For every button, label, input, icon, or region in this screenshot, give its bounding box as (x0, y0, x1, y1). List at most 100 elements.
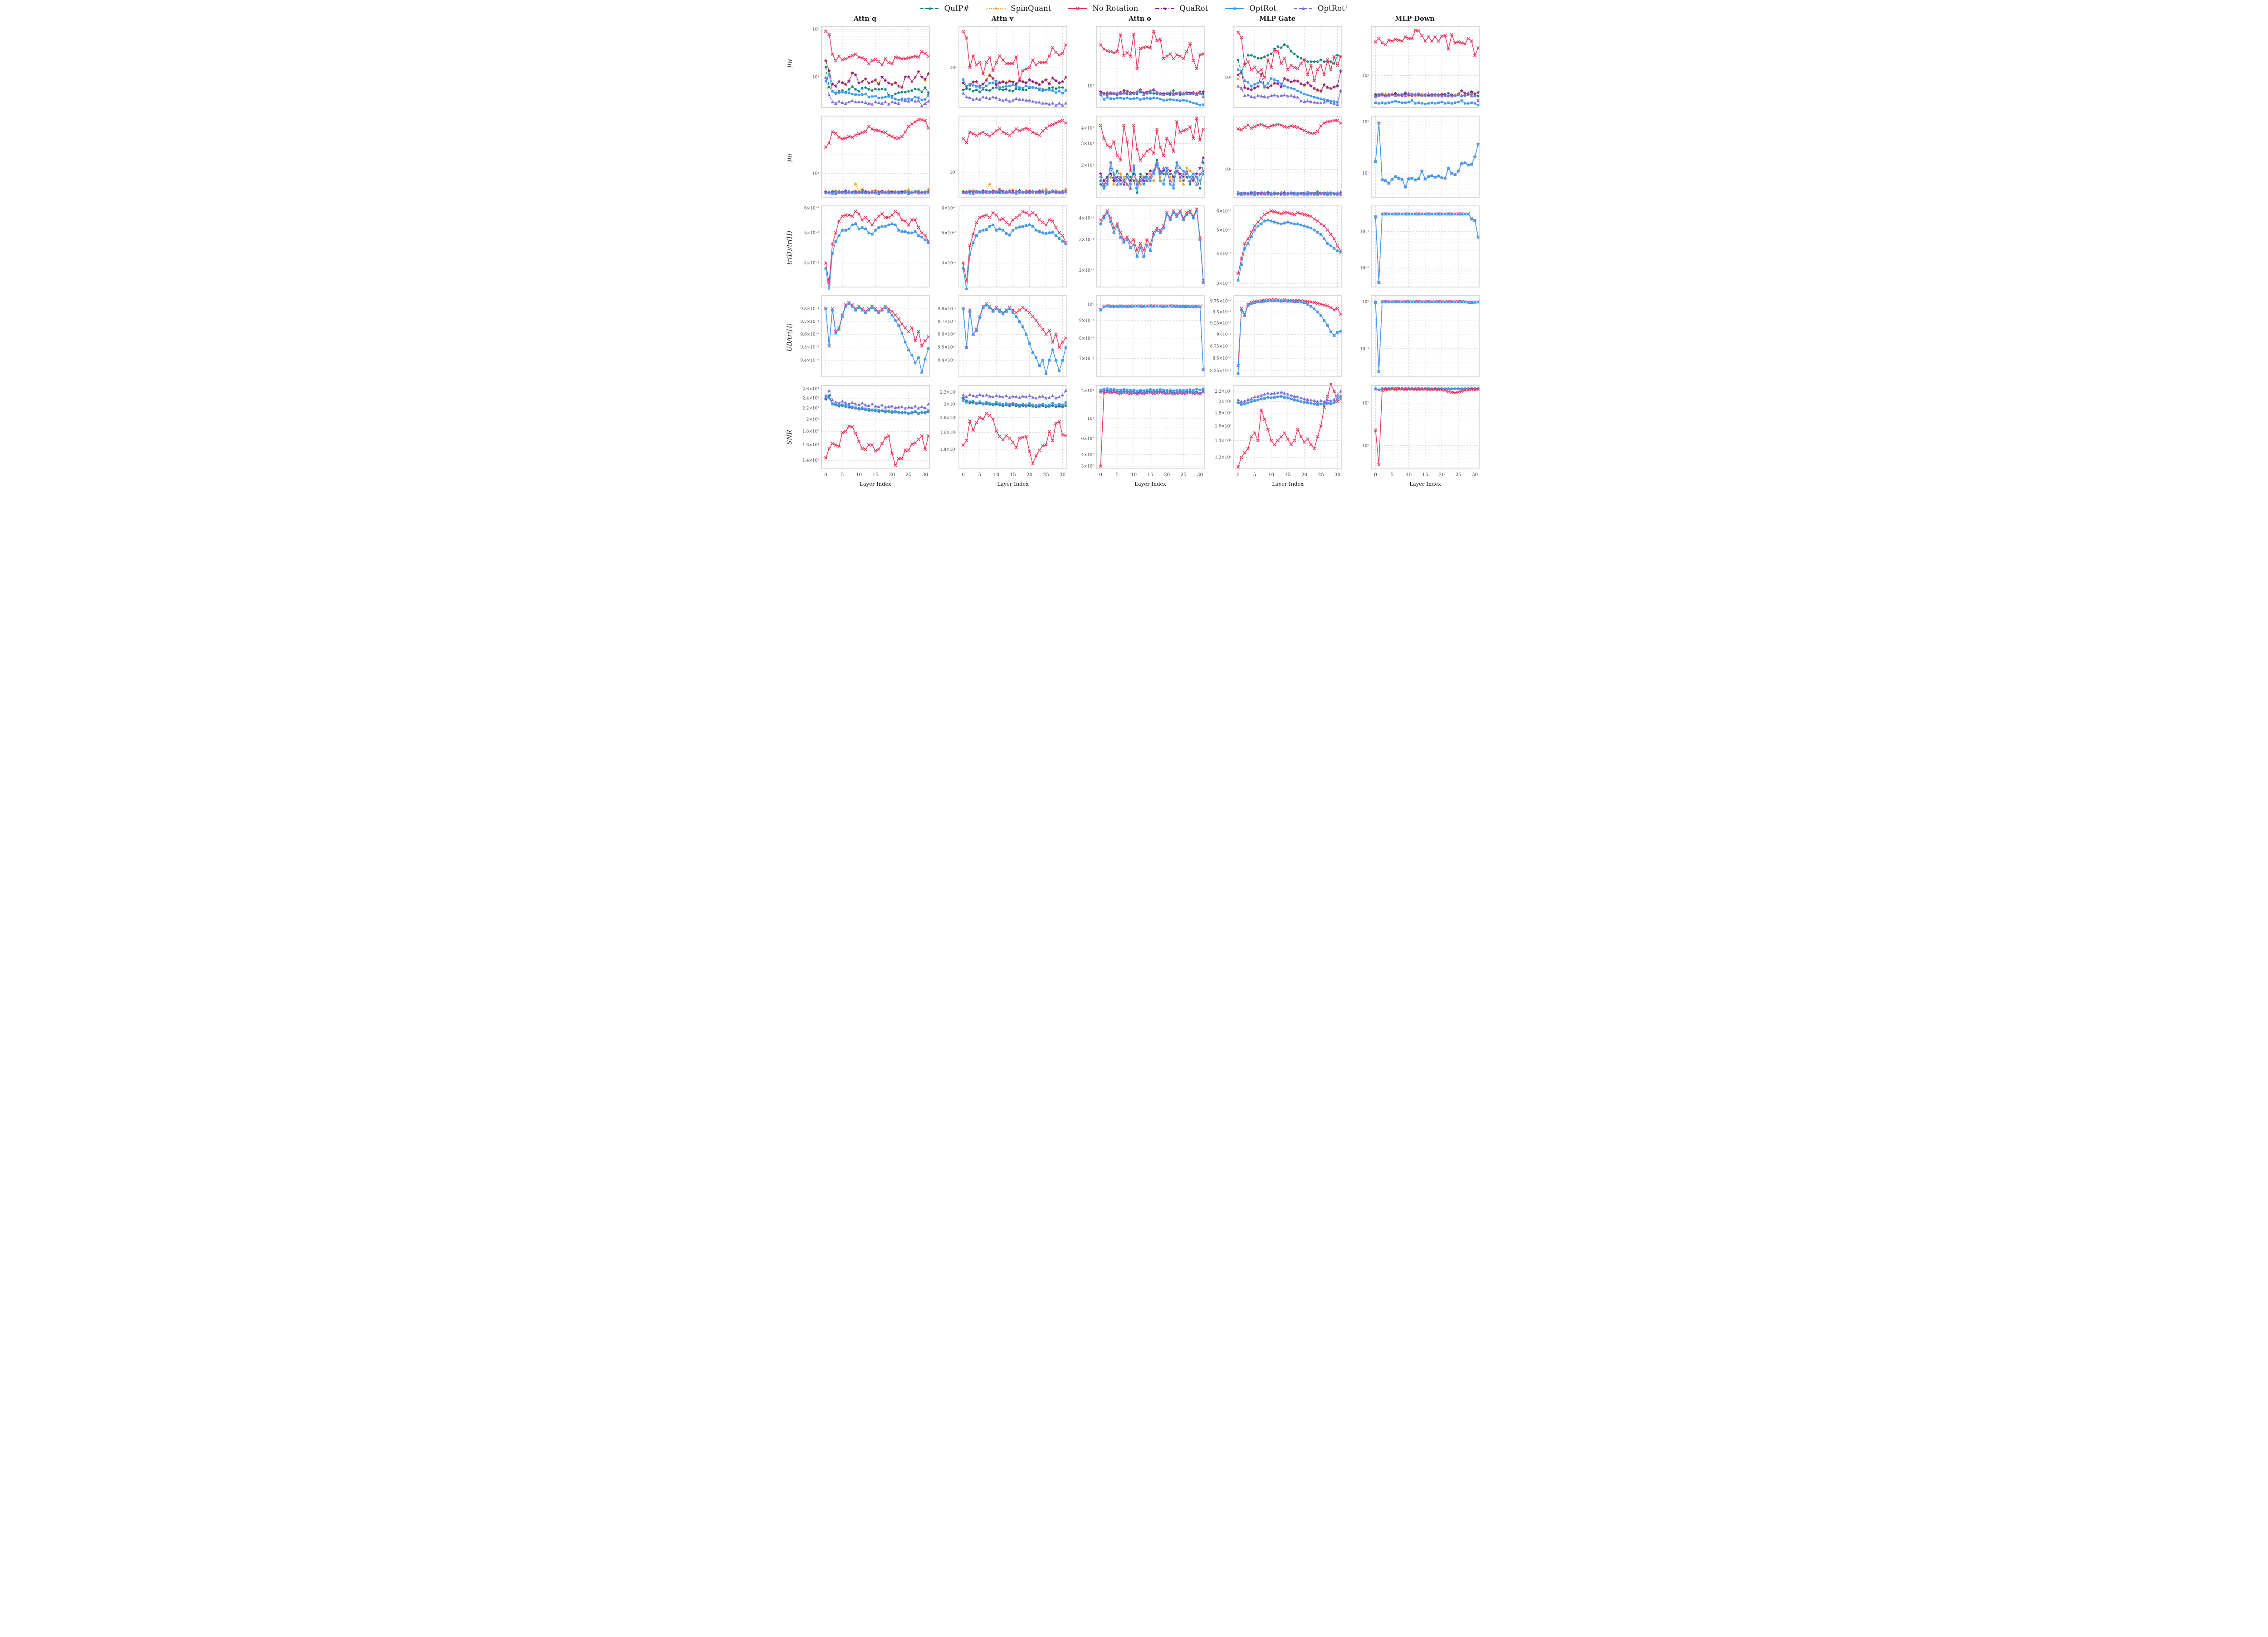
chart-attn-q-snr: 1.4×10¹ 1.6×10¹ 1.8×10¹ 2×10¹ 2.2×10¹ 2.4×10¹… (796, 383, 933, 490)
y-tick-label: 10² (1362, 120, 1369, 125)
chart-attn-q-trd-trh: 4×10⁻¹ 5×10⁻¹ 6×10⁻¹ (796, 203, 933, 293)
axes-frame (821, 205, 930, 287)
plot-background (796, 383, 933, 490)
x-tick-label: 10 (1268, 472, 1274, 477)
series-markers-OptRot (1237, 68, 1342, 104)
subplot-mlp-gate-snr: 1.2×10¹ 1.4×10¹ 1.6×10¹ 1.8×10¹ 2×10¹ 2.2×10¹… (1208, 382, 1346, 492)
legend-label-no-rotation: No Rotation (1092, 4, 1139, 13)
series-markers-OptRot (1099, 93, 1204, 107)
subplot-attn-v-snr: 1.4×10¹ 1.6×10¹ 1.8×10¹ 2×10¹ 2.2×10¹ 0 5 10 15 2… (934, 383, 1071, 492)
y-tick-label: 4×10⁻¹ (1079, 216, 1094, 221)
plot-background (1346, 24, 1482, 111)
plot-background (1346, 293, 1482, 380)
row-label-mu-h: μH (786, 154, 793, 162)
subplot-mlp-gate-mu-w: MLP Gate 10¹ (1208, 14, 1346, 112)
plot-background (934, 383, 1070, 490)
chart-attn-o-mu-h: 2×10¹ 3×10¹ 4×10¹ (1071, 113, 1207, 200)
y-tick-label: 2.2×10¹ (940, 390, 957, 395)
axes-frame (1095, 385, 1205, 469)
series-line-OptRot⁺ (1100, 161, 1203, 190)
x-tick-label: 5 (1115, 472, 1119, 477)
y-tick-label: 6×10⁻¹ (1216, 209, 1231, 214)
plot-background (934, 203, 1070, 290)
subplot-mlp-gate-ub-trh: 8.25×10⁻¹ 8.5×10⁻¹ 8.75×10⁻¹ 9×10⁻¹ 9.25×10⁻… (1208, 293, 1346, 382)
y-tick-label: 1.4×10¹ (940, 448, 957, 452)
row-label-ub-trh: UB/tr(H) (786, 323, 793, 352)
subplot-mlp-down-mu-w: MLP Down 10¹ (1346, 14, 1484, 112)
y-tick-label: 2.6×10¹ (802, 387, 819, 392)
series-line-OptRot⁺ (1100, 88, 1203, 97)
chart-mlp-gate-mu-w: 10¹ (1208, 24, 1345, 111)
row-label-trd-trh: tr(D)/tr(H) (786, 230, 793, 265)
axes-frame (958, 116, 1067, 198)
x-tick-label: 30 (1059, 472, 1065, 477)
series-markers-OptRot (1099, 387, 1204, 392)
subplot-attn-v-ub-trh: 9.4×10⁻¹ 9.5×10⁻¹ 9.6×10⁻¹ 9.7×10⁻¹ 9.8×10⁻¹ (934, 293, 1071, 382)
row-label-snr: SNR (786, 429, 793, 445)
subplot-attn-o-ub-trh: 10⁰ 9×10⁻¹ 8×10⁻¹ 7×10⁻¹ (1071, 293, 1209, 382)
y-tick-label: 10¹ (812, 171, 819, 176)
y-tick-label: 1.6×10¹ (940, 431, 957, 435)
y-tick-label: 1.8×10¹ (802, 429, 819, 434)
axes-frame (1370, 295, 1480, 377)
y-tick-label: 10¹ (812, 75, 819, 80)
x-tick-label: 10 (1405, 472, 1411, 477)
chart-attn-q-mu-w: 10¹ 10² (796, 24, 933, 111)
column-title-attn-v: Attn v (991, 15, 1014, 23)
series-markers-OptRot (1374, 122, 1479, 188)
y-tick-label: 7×10⁻¹ (1079, 357, 1094, 361)
x-tick-label: 25 (905, 472, 911, 477)
plot-background (1208, 24, 1345, 111)
axes-frame (1370, 205, 1480, 287)
subplot-mlp-down-snr: 10¹ 10⁰ 0 5 10 15 20 25 30 Layer Index (1346, 383, 1484, 492)
chart-mlp-down-ub-trh: 10⁰ 10⁻¹ (1346, 293, 1482, 380)
y-tick-label: 1.8×10¹ (940, 416, 957, 420)
series-markers-OptRot⁺ (1236, 389, 1342, 403)
x-tick-label: 0 (1374, 472, 1377, 477)
y-tick-label: 10¹ (1224, 168, 1231, 172)
series-markers-OptRot (824, 395, 929, 414)
subplot-attn-v-trd-trh: 4×10⁻¹ 5×10⁻¹ 6×10⁻¹ (934, 203, 1071, 292)
y-tick-label: 10⁻¹ (1360, 347, 1369, 351)
y-tick-label: 1.4×10¹ (1215, 439, 1232, 443)
series-markers-QuIP# (1237, 43, 1342, 73)
chart-mlp-gate-mu-h: 10¹ (1208, 113, 1345, 200)
series-markers-QuaRot (961, 73, 1068, 89)
axes-frame (1095, 26, 1205, 108)
plot-background (1346, 203, 1482, 290)
plot-background (1208, 203, 1345, 290)
column-title-attn-q: Attn q (853, 15, 877, 23)
legend-label-quip: QuIP# (944, 4, 970, 13)
chart-attn-v-mu-h: 10¹ (934, 113, 1070, 200)
y-tick-label: 3×10⁻¹ (1079, 238, 1094, 243)
legend: QuIP# SpinQuant No Rotation QuaRot OptRot Opt… (783, 0, 1486, 14)
y-tick-label: 2×10¹ (943, 402, 956, 407)
plot-background (796, 293, 933, 380)
subplot-attn-o-snr: 2×10¹ 10¹ 6×10⁰ 4×10⁰ 3×10⁰ 0 5 10 15 20 25 30 Layer… (1071, 383, 1209, 492)
y-tick-label: 3×10⁰ (1081, 464, 1094, 469)
y-tick-label: 2×10¹ (1081, 389, 1094, 394)
x-tick-label: 25 (1043, 472, 1049, 477)
plot-background (1208, 113, 1345, 200)
column-title-mlp-gate: MLP Gate (1259, 15, 1295, 23)
y-tick-label: 10¹ (1224, 76, 1231, 80)
x-tick-label: 5 (1390, 472, 1393, 477)
gridlines (1096, 206, 1204, 287)
y-tick-label: 2.4×10¹ (802, 396, 819, 401)
y-tick-label: 1.4×10¹ (802, 458, 819, 463)
chart-mlp-gate-trd-trh: 3×10⁻¹ 4×10⁻¹ 5×10⁻¹ 6×10⁻¹ (1208, 203, 1345, 290)
y-tick-label: 9.75×10⁻¹ (1210, 299, 1231, 304)
x-tick-label: 25 (1455, 472, 1461, 477)
y-tick-label: 2.2×10¹ (802, 406, 819, 411)
series-markers-No Rotation (1236, 30, 1343, 83)
legend-label-spinquant: SpinQuant (1011, 4, 1051, 13)
y-tick-label: 4×10⁻¹ (1216, 252, 1231, 256)
x-tick-label: 15 (1010, 472, 1016, 477)
chart-attn-o-snr: 2×10¹ 10¹ 6×10⁰ 4×10⁰ 3×10⁰ 0 5 10 15 20 25 30 Layer… (1071, 383, 1207, 490)
series-markers-No Rotation (1236, 382, 1343, 469)
legend-item-no-rotation: No Rotation (1067, 4, 1138, 13)
x-tick-label: 30 (1197, 472, 1202, 477)
x-tick-label: 0 (1237, 472, 1240, 477)
legend-item-quip: QuIP# (919, 4, 970, 13)
subplot-attn-q-mu-h: 10¹ (796, 113, 934, 202)
